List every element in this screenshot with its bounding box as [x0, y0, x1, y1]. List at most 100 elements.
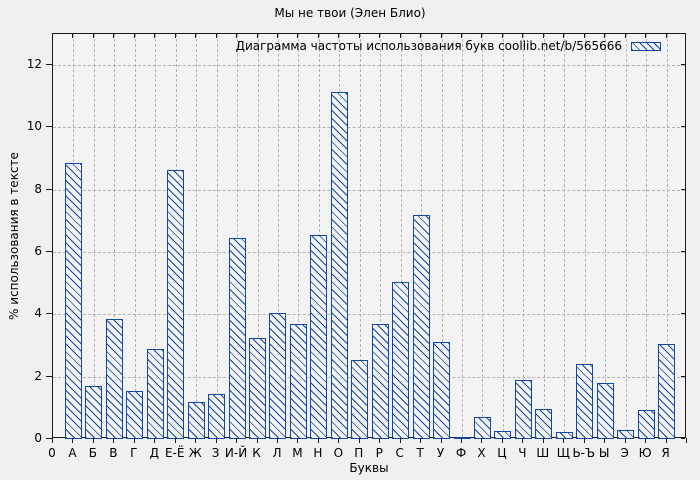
bar-Э — [617, 430, 635, 439]
y-tick-mark-inner — [681, 251, 685, 253]
bar-Я — [658, 344, 676, 439]
x-tick-mark-inner — [583, 34, 585, 38]
v-gridline — [605, 34, 607, 437]
bar-Ч — [514, 380, 532, 439]
bar-Е-Ё — [167, 170, 185, 439]
x-tick-mark — [542, 438, 544, 443]
bar-Х — [473, 417, 491, 439]
x-tick-mark-inner — [461, 34, 463, 38]
v-gridline — [359, 34, 361, 437]
bar-Л — [269, 313, 287, 439]
bar-Ш — [535, 409, 553, 439]
v-gridline — [646, 34, 648, 437]
y-tick-label: 4 — [34, 306, 42, 321]
h-gridline — [53, 252, 685, 254]
h-gridline — [53, 65, 685, 67]
bar-Ж — [187, 402, 205, 439]
v-gridline — [380, 34, 382, 437]
v-gridline — [523, 34, 525, 437]
legend: Диаграмма частоты использования букв coo… — [236, 39, 661, 53]
y-tick-label: 10 — [26, 119, 42, 134]
x-tick-label: М — [292, 446, 303, 460]
bar-У — [433, 342, 451, 439]
bar-Н — [310, 235, 328, 439]
v-gridline — [196, 34, 198, 437]
bar-Ь-Ъ — [576, 364, 594, 439]
bar-С — [392, 282, 410, 439]
v-gridline — [93, 34, 95, 437]
x-tick-mark — [686, 438, 687, 443]
v-gridline — [400, 34, 402, 437]
x-tick-mark — [338, 438, 340, 443]
y-tick-mark-inner — [681, 126, 685, 128]
y-tick-label: 0 — [34, 431, 42, 445]
x-tick-mark-inner — [542, 34, 544, 38]
x-tick-mark-inner — [256, 34, 258, 38]
x-tick-label: Ы — [598, 446, 610, 460]
v-gridline — [584, 34, 586, 437]
x-tick-mark-inner — [92, 34, 94, 38]
x-tick-mark-inner — [317, 34, 319, 38]
x-tick-mark — [297, 438, 299, 443]
x-tick-mark — [522, 438, 524, 443]
y-tick-label: 6 — [34, 244, 42, 259]
x-tick-label: Е-Ё — [164, 446, 185, 460]
x-tick-label: Я — [661, 446, 670, 460]
bar-Ы — [596, 383, 614, 439]
bars-layer — [53, 34, 685, 439]
x-tick-label: Ш — [536, 446, 550, 460]
bar-Р — [371, 324, 389, 439]
bar-Г — [126, 391, 144, 439]
x-tick-mark — [256, 438, 258, 443]
bar-К — [249, 338, 267, 439]
x-tick-label: И-Й — [224, 446, 248, 460]
v-gridline — [134, 34, 136, 437]
x-tick-mark — [72, 438, 74, 443]
x-tick-label: О — [333, 446, 344, 460]
v-gridline — [277, 34, 279, 437]
v-gridline — [237, 34, 239, 437]
x-axis-label: Буквы — [349, 461, 389, 475]
x-tick-mark-inner — [276, 34, 278, 38]
x-tick-label: Ь-Ъ — [572, 446, 596, 460]
x-tick-label: Н — [313, 446, 323, 460]
h-gridline — [53, 127, 685, 129]
bar-А — [64, 163, 82, 439]
x-tick-mark-inner — [563, 34, 565, 38]
v-gridline — [502, 34, 504, 437]
x-tick-mark — [92, 438, 94, 443]
bar-Т — [412, 215, 430, 439]
x-tick-label: А — [68, 446, 77, 460]
bar-И-Й — [228, 238, 246, 439]
x-tick-label: П — [354, 446, 364, 460]
x-tick-mark — [379, 438, 381, 443]
x-tick-mark-inner — [481, 34, 483, 38]
x-tick-mark — [440, 438, 442, 443]
y-tick-mark-inner — [681, 313, 685, 315]
v-gridline — [666, 34, 668, 437]
bar-В — [105, 319, 123, 439]
x-tick-mark — [481, 438, 483, 443]
x-tick-mark — [154, 438, 156, 443]
v-gridline — [462, 34, 464, 437]
x-tick-label: Э — [620, 446, 629, 460]
x-tick-label: 0 — [48, 446, 56, 460]
x-tick-mark-inner — [645, 34, 647, 38]
legend-swatch-icon — [631, 41, 661, 51]
x-tick-mark-inner — [358, 34, 360, 38]
x-tick-mark — [645, 438, 647, 443]
x-tick-mark — [52, 438, 53, 443]
x-tick-mark-inner — [174, 34, 176, 38]
x-tick-label: Ю — [638, 446, 652, 460]
x-tick-label: В — [109, 446, 118, 460]
bar-О — [330, 92, 348, 439]
y-tick-mark — [46, 126, 52, 128]
x-tick-mark — [174, 438, 176, 443]
x-tick-mark-inner — [215, 34, 217, 38]
x-tick-mark-inner — [236, 34, 238, 38]
h-gridline — [53, 376, 685, 378]
x-tick-label: Ц — [497, 446, 507, 460]
